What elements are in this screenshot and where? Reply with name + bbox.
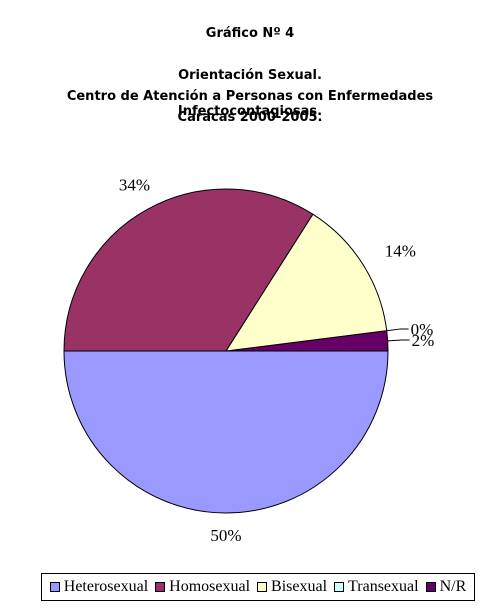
legend-item-heterosexual: Heterosexual	[49, 578, 149, 596]
legend-label-n-r: N/R	[439, 578, 467, 595]
chart-title: Orientación Sexual.	[178, 68, 322, 83]
graph-number: Gráfico Nº 4	[205, 26, 295, 41]
label-leader-lines	[386, 328, 410, 342]
label-n-r: 2%	[412, 331, 435, 350]
legend-label-homosexual: Homosexual	[169, 578, 251, 595]
legend-label-bisexual: Bisexual	[271, 578, 328, 595]
legend-swatch-bisexual	[257, 582, 268, 592]
chart-legend: Heterosexual Homosexual Bisexual Transexual…	[41, 573, 475, 601]
legend-item-transexual: Transexual	[334, 578, 419, 596]
legend-swatch-heterosexual	[49, 582, 60, 592]
legend-label-transexual: Transexual	[348, 578, 419, 595]
legend-swatch-n-r	[425, 582, 436, 592]
legend-item-homosexual: Homosexual	[155, 578, 250, 596]
label-homosexual: 34%	[119, 176, 150, 195]
legend-label-heterosexual: Heterosexual	[63, 578, 149, 595]
label-transexual: 0%	[411, 320, 434, 339]
legend-item-bisexual: Bisexual	[257, 578, 327, 596]
legend-swatch-transexual	[334, 582, 345, 592]
leader-transexual	[386, 328, 409, 332]
legend-swatch-homosexual	[155, 582, 166, 592]
label-heterosexual: 50%	[210, 526, 241, 545]
slice-bisexual	[225, 213, 388, 352]
legend-item-n-r: N/R	[425, 578, 467, 596]
slice-homosexual	[63, 188, 314, 352]
chart-subtitle: Centro de Atención a Personas con Enferm…	[66, 89, 434, 119]
pie-slices	[63, 188, 389, 514]
chart-period: Caracas 2000-2005.	[177, 110, 323, 125]
pie-value-labels: 2%0% 14% 34% 50%	[119, 176, 434, 545]
slice-heterosexual	[63, 350, 389, 514]
label-bisexual: 14%	[385, 241, 416, 260]
leader-n-r	[387, 339, 410, 342]
